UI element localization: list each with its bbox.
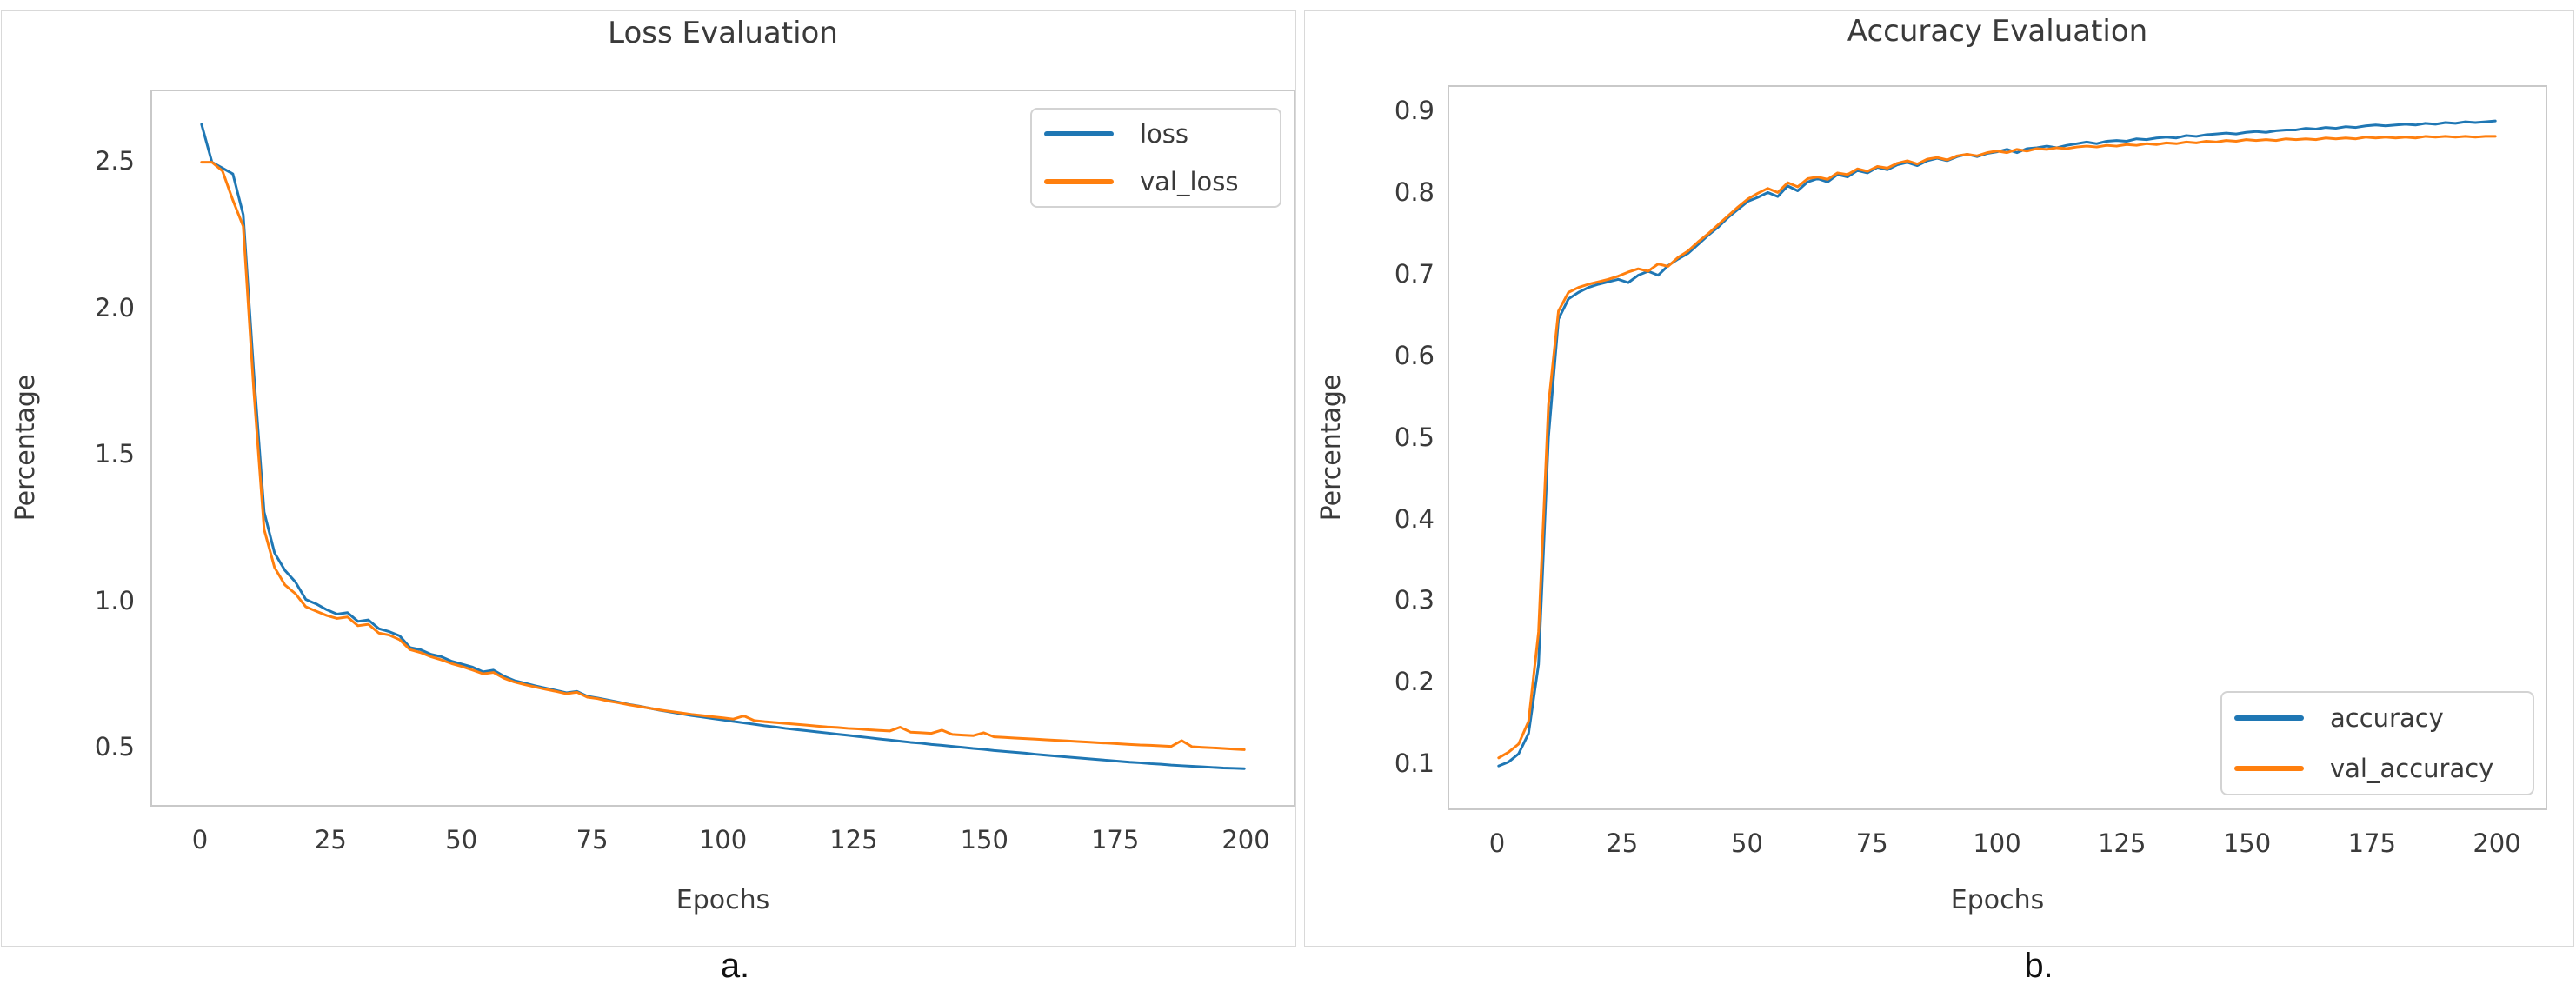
val_accuracy-line	[1497, 135, 2497, 760]
loss-legend-label: loss	[1140, 118, 1189, 149]
y-tick-label: 0.9	[1394, 96, 1434, 125]
x-tick-label: 0	[1488, 828, 1506, 858]
x-tick-label: 175	[2347, 828, 2396, 858]
y-tick-label: 0.8	[1394, 176, 1434, 207]
val-accuracy-legend-label: val_accuracy	[2330, 754, 2494, 783]
x-tick-label: 25	[1606, 828, 1639, 858]
x-tick-label: 25	[314, 825, 347, 855]
chart-b-legend: accuracy val_accuracy	[2220, 691, 2534, 795]
y-tick-label: 0.5	[1394, 422, 1434, 452]
y-tick-label: 1.5	[94, 439, 135, 469]
val-loss-legend-label: val_loss	[1140, 167, 1239, 197]
x-tick-label: 75	[1855, 828, 1888, 858]
x-tick-label: 125	[829, 825, 878, 855]
x-tick-label: 0	[191, 825, 209, 855]
x-tick-label: 100	[1973, 828, 2021, 858]
y-tick-label: 0.5	[94, 732, 135, 762]
x-tick-label: 100	[698, 825, 748, 855]
x-tick-label: 75	[576, 825, 609, 855]
x-tick-label: 200	[2473, 828, 2521, 858]
x-tick-label: 150	[960, 825, 1008, 855]
chart-a-title: Loss Evaluation	[608, 16, 838, 50]
val_loss-line	[200, 161, 1246, 751]
y-tick-label: 0.4	[1394, 503, 1434, 534]
loss-legend-swatch	[1044, 130, 1114, 136]
y-tick-label: 2.0	[94, 292, 135, 323]
legend-entry-val-loss: val_loss	[1032, 158, 1280, 207]
accuracy-line	[1497, 119, 2497, 768]
y-tick-label: 2.5	[94, 146, 135, 176]
y-tick-label: 0.3	[1394, 585, 1434, 615]
chart-a-lines-svg	[200, 123, 1246, 770]
chart-a-plot-area: loss val_loss	[150, 90, 1295, 807]
chart-a-legend: loss val_loss	[1030, 108, 1281, 208]
accuracy-legend-swatch	[2234, 715, 2304, 721]
x-tick-label: 50	[1731, 828, 1763, 858]
y-tick-label: 0.2	[1394, 667, 1434, 697]
caption-a: a.	[720, 947, 750, 985]
caption-b: b.	[2024, 947, 2053, 985]
y-tick-label: 0.7	[1394, 258, 1434, 289]
legend-entry-accuracy: accuracy	[2222, 693, 2533, 743]
chart-b-xlabel: Epochs	[1950, 885, 2045, 915]
x-tick-label: 175	[1090, 825, 1140, 855]
x-tick-label: 150	[2222, 828, 2272, 858]
x-tick-label: 125	[2098, 828, 2147, 858]
x-tick-label: 200	[1221, 825, 1270, 855]
legend-entry-val-accuracy: val_accuracy	[2222, 743, 2533, 794]
y-tick-label: 0.6	[1394, 340, 1434, 370]
chart-b-title: Accuracy Evaluation	[1847, 14, 2148, 49]
chart-a-xlabel: Epochs	[676, 885, 770, 915]
accuracy-legend-label: accuracy	[2330, 703, 2444, 733]
y-tick-label: 0.1	[1394, 748, 1434, 779]
y-tick-label: 1.0	[94, 585, 135, 615]
val-accuracy-legend-swatch	[2234, 766, 2304, 771]
legend-entry-loss: loss	[1032, 110, 1280, 158]
x-tick-label: 50	[445, 825, 478, 855]
chart-b-plot-area: accuracy val_accuracy	[1448, 85, 2547, 810]
val-loss-legend-swatch	[1044, 179, 1114, 185]
loss-line	[200, 123, 1246, 770]
chart-b-lines-svg	[1497, 119, 2497, 768]
